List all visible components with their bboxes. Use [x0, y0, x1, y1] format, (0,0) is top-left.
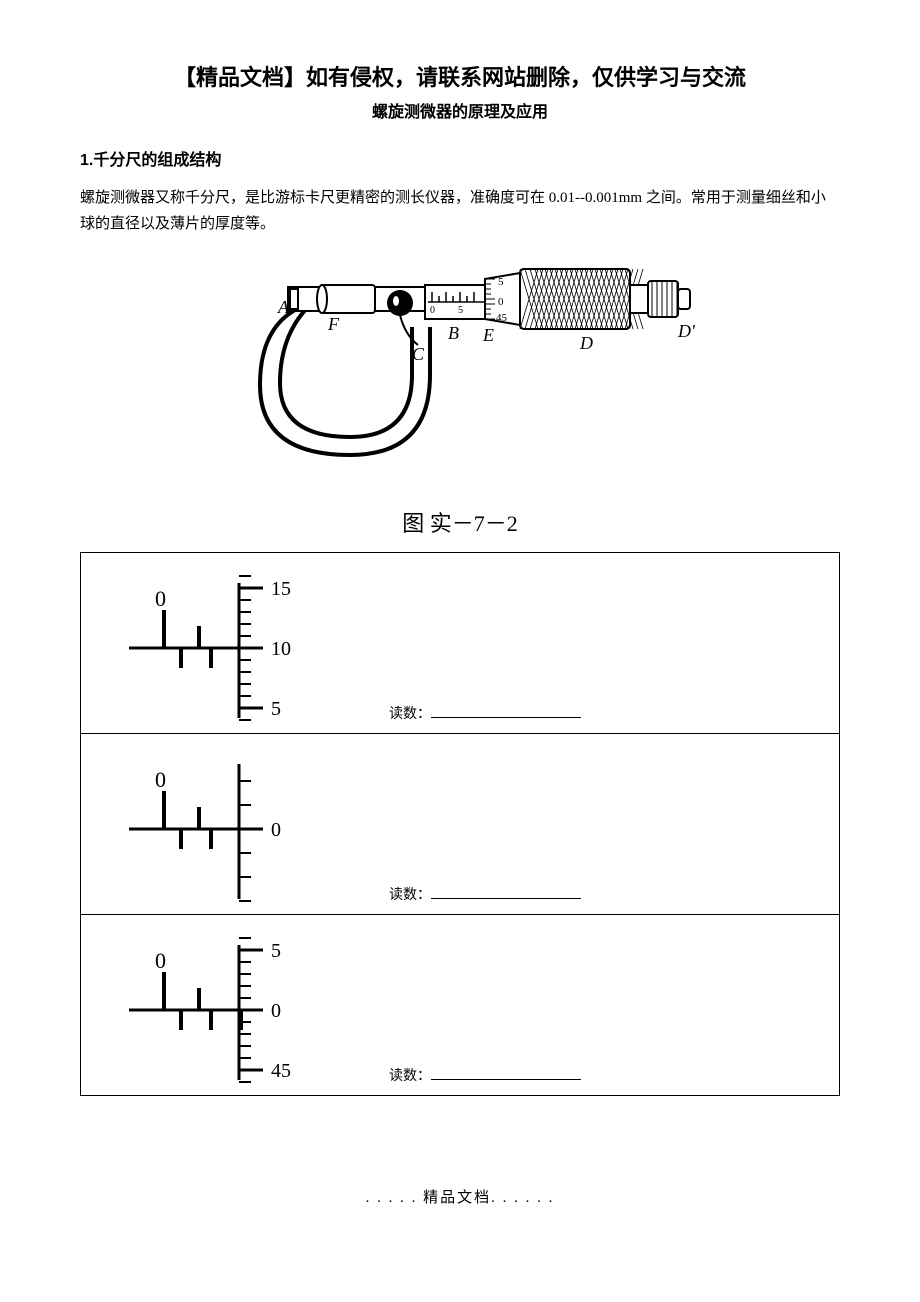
exercise-diagram-2: 0045 [89, 754, 369, 904]
svg-text:0: 0 [271, 1000, 281, 1022]
reading-label-1: 读数： [389, 703, 581, 723]
reading-blank-1 [431, 703, 581, 718]
exercise-diagram-1: 0 15 10 5 [89, 573, 369, 723]
svg-text:5: 5 [498, 276, 504, 288]
svg-text:5: 5 [271, 698, 281, 720]
svg-text:10: 10 [271, 638, 291, 660]
svg-text:B: B [448, 323, 459, 343]
svg-text:0: 0 [498, 296, 504, 308]
exercise-row-2: 0045 读数： [81, 734, 840, 915]
exercise-diagram-3: 0 5 0 45 [89, 935, 369, 1085]
svg-text:0: 0 [155, 767, 166, 792]
svg-text:F: F [327, 314, 340, 334]
section-1-title: 1.千分尺的组成结构 [80, 146, 840, 170]
page-footer: . . . . . 精品文档. . . . . . [80, 1186, 840, 1207]
micrometer-figure: A F C 0 5 B 5 0 45E D D' [80, 255, 840, 490]
svg-text:0: 0 [430, 305, 435, 316]
exercise-row-3: 0 5 0 45 读数： [81, 915, 840, 1096]
svg-text:5: 5 [271, 940, 281, 962]
doc-header: 【精品文档】如有侵权，请联系网站删除，仅供学习与交流 [80, 60, 840, 92]
reading-label-2: 读数： [389, 884, 581, 904]
svg-text:D: D [579, 333, 593, 353]
svg-text:A: A [277, 297, 290, 317]
exercise-table: 0 15 10 5 读数： 0 0 45 读数： 0 5 0 45 读数： [80, 552, 840, 1096]
svg-text:0: 0 [155, 948, 166, 973]
figure-caption: 图 实－7－2 [80, 506, 840, 538]
doc-subtitle: 螺旋测微器的原理及应用 [80, 98, 840, 122]
page: 【精品文档】如有侵权，请联系网站删除，仅供学习与交流 螺旋测微器的原理及应用 1… [0, 0, 920, 1247]
svg-text:C: C [412, 344, 425, 364]
svg-text:0: 0 [155, 586, 166, 611]
reading-label-3: 读数： [389, 1065, 581, 1085]
svg-text:45: 45 [271, 1060, 291, 1082]
micrometer-svg: A F C 0 5 B 5 0 45E D D' [200, 255, 720, 485]
reading-blank-2 [431, 884, 581, 899]
svg-text:D': D' [677, 321, 696, 341]
svg-text:E: E [482, 325, 494, 345]
svg-text:5: 5 [458, 305, 463, 316]
intro-paragraph: 螺旋测微器又称千分尺，是比游标卡尺更精密的测长仪器，准确度可在 0.01--0.… [80, 186, 840, 237]
reading-blank-3 [431, 1065, 581, 1080]
svg-text:15: 15 [271, 578, 291, 600]
svg-text:0: 0 [271, 819, 281, 841]
exercise-row-1: 0 15 10 5 读数： [81, 553, 840, 734]
svg-text:45: 45 [496, 312, 508, 324]
